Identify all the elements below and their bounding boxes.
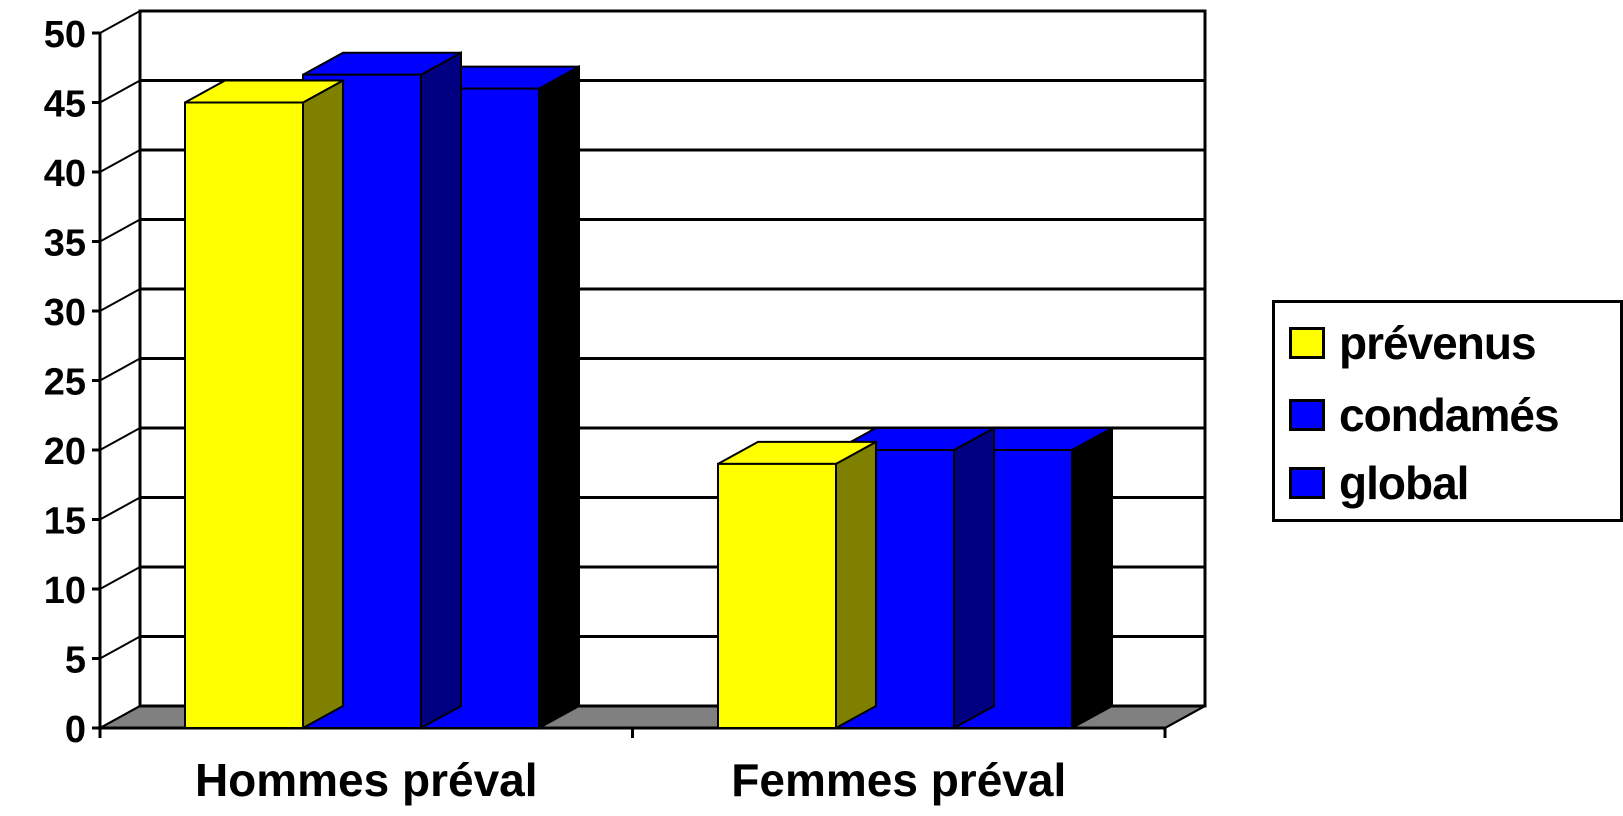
bar-side-1-0 (835, 440, 877, 730)
bar-side-0-1 (420, 51, 462, 730)
left-wall-gridline-45 (99, 79, 141, 104)
left-wall-gridline-25 (99, 357, 141, 382)
left-wall-gridline-10 (99, 566, 141, 590)
y-tick-label-5: 5 (65, 640, 86, 682)
y-tick-label-30: 30 (44, 292, 86, 334)
left-wall-gridline-15 (99, 496, 141, 521)
y-tick-label-20: 20 (44, 431, 86, 473)
legend-swatch-prevenus (1289, 327, 1325, 359)
left-wall-gridline-30 (99, 288, 141, 312)
y-tick-label-50: 50 (44, 14, 86, 56)
y-tick-label-0: 0 (65, 709, 86, 751)
bar-side-0-0 (302, 78, 344, 730)
legend-item-condames: condamés (1289, 387, 1560, 443)
legend-label-prevenus: prévenus (1339, 317, 1537, 369)
legend-item-global: global (1289, 455, 1469, 511)
y-tick-label-40: 40 (44, 153, 86, 195)
y-tick-label-45: 45 (44, 84, 86, 126)
left-wall-gridline-50 (99, 10, 141, 34)
y-tick-label-15: 15 (44, 501, 86, 543)
x-category-label-1: Femmes préval (731, 754, 1066, 806)
left-wall-gridline-20 (99, 427, 141, 451)
bar-0-0 (184, 101, 304, 729)
floor-right-edge (1164, 705, 1206, 729)
legend-label-global: global (1339, 457, 1469, 509)
left-wall-gridline-40 (99, 149, 141, 173)
legend-item-prevenus: prévenus (1289, 315, 1537, 371)
y-tick-label-25: 25 (44, 362, 86, 404)
legend-swatch-condames (1289, 399, 1325, 431)
left-wall-gridline-35 (99, 218, 141, 243)
bar-1-0 (717, 462, 837, 729)
y-tick-label-10: 10 (44, 570, 86, 612)
x-category-label-0: Hommes préval (195, 754, 538, 806)
legend-swatch-global (1289, 467, 1325, 499)
legend-label-condames: condamés (1339, 389, 1560, 441)
y-tick-label-35: 35 (44, 223, 86, 265)
left-wall-gridline-0 (99, 705, 141, 729)
bar-side-1-2 (1071, 426, 1113, 730)
left-wall-gridline-5 (99, 635, 141, 660)
legend: prévenus condamés global (1272, 300, 1623, 522)
bar-side-1-1 (953, 426, 995, 730)
bar-side-0-2 (538, 64, 580, 730)
